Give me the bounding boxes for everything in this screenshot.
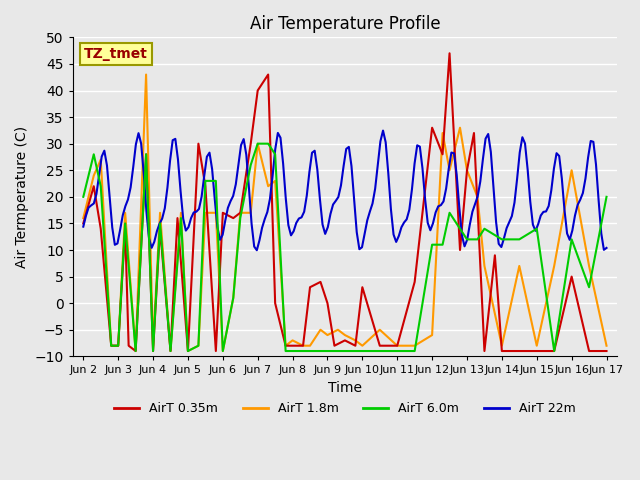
Title: Air Temperature Profile: Air Temperature Profile	[250, 15, 440, 33]
Y-axis label: Air Termperature (C): Air Termperature (C)	[15, 126, 29, 268]
X-axis label: Time: Time	[328, 381, 362, 395]
Legend: AirT 0.35m, AirT 1.8m, AirT 6.0m, AirT 22m: AirT 0.35m, AirT 1.8m, AirT 6.0m, AirT 2…	[109, 397, 581, 420]
Text: TZ_tmet: TZ_tmet	[84, 47, 148, 61]
